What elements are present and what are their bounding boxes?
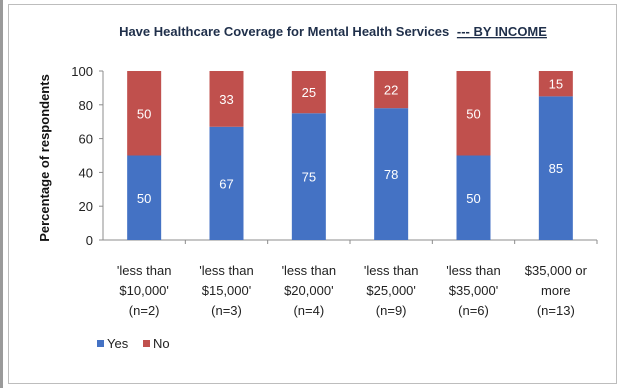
y-tick-label: 40 (79, 165, 93, 180)
data-label-no: 50 (137, 106, 151, 121)
data-label-yes: 50 (466, 191, 480, 206)
y-tick-label: 100 (71, 64, 93, 79)
y-tick-label: 60 (79, 132, 93, 147)
x-tick-label: $15,000' (202, 283, 251, 298)
x-tick-label: more (541, 283, 571, 298)
data-label-no: 33 (219, 92, 233, 107)
x-tick-label: $35,000 or (525, 263, 588, 278)
bar-yes (209, 126, 244, 240)
data-label-no: 22 (384, 83, 398, 98)
x-tick-label: $25,000' (366, 283, 415, 298)
bar-no (127, 71, 162, 156)
x-tick-label: 'less than (446, 263, 501, 278)
x-tick-label: (n=2) (129, 303, 160, 318)
bar-no (209, 71, 244, 127)
y-tick-label: 0 (86, 233, 93, 248)
x-tick-label: (n=13) (537, 303, 575, 318)
x-tick-label: (n=4) (293, 303, 324, 318)
data-label-yes: 85 (549, 161, 563, 176)
bar-yes (456, 155, 491, 240)
legend-label-yes: Yes (107, 336, 129, 351)
legend-swatch-yes (97, 340, 104, 347)
x-tick-label: (n=9) (376, 303, 407, 318)
x-tick-label: (n=3) (211, 303, 242, 318)
axes: 0 20 40 60 80 100 (71, 64, 598, 248)
chart-title-main: Have Healthcare Coverage for Mental Heal… (119, 24, 449, 39)
bar-yes (538, 96, 573, 240)
y-tick-label: 20 (79, 199, 93, 214)
x-tick-label: 'less than (199, 263, 254, 278)
x-tick-label: $35,000' (449, 283, 498, 298)
data-label-yes: 50 (137, 191, 151, 206)
frame-edge (0, 0, 3, 388)
data-label-no: 15 (549, 77, 563, 92)
legend-swatch-no (143, 340, 150, 347)
bar-yes (127, 155, 162, 240)
x-tick-label: 'less than (117, 263, 172, 278)
data-label-no: 50 (466, 106, 480, 121)
y-axis-label: Percentage of respondents (37, 74, 52, 242)
bar-no (374, 71, 409, 109)
chart-title-suffix: --- BY INCOME (457, 24, 547, 39)
data-label-yes: 67 (219, 176, 233, 191)
x-tick-label: (n=6) (458, 303, 489, 318)
y-tick-label: 80 (79, 98, 93, 113)
x-tick-label: $10,000' (119, 283, 168, 298)
x-tick-label: 'less than (282, 263, 337, 278)
x-tick-labels: 'less than $10,000' (n=2) 'less than $15,000… (117, 263, 588, 318)
bar-yes (374, 108, 409, 241)
bar-no (456, 71, 491, 156)
legend: Yes No (97, 336, 170, 351)
bar-no (538, 71, 573, 97)
data-label-yes: 78 (384, 167, 398, 182)
bars: 50 50 67 33 75 25 78 22 50 50 85 15 (127, 71, 573, 241)
bar-yes (291, 113, 326, 240)
bar-no (291, 71, 326, 114)
x-tick-label: 'less than (364, 263, 419, 278)
chart-title: Have Healthcare Coverage for Mental Heal… (119, 24, 547, 39)
data-label-yes: 75 (302, 170, 316, 185)
x-tick-label: $20,000' (284, 283, 333, 298)
legend-label-no: No (153, 336, 170, 351)
data-label-no: 25 (302, 85, 316, 100)
